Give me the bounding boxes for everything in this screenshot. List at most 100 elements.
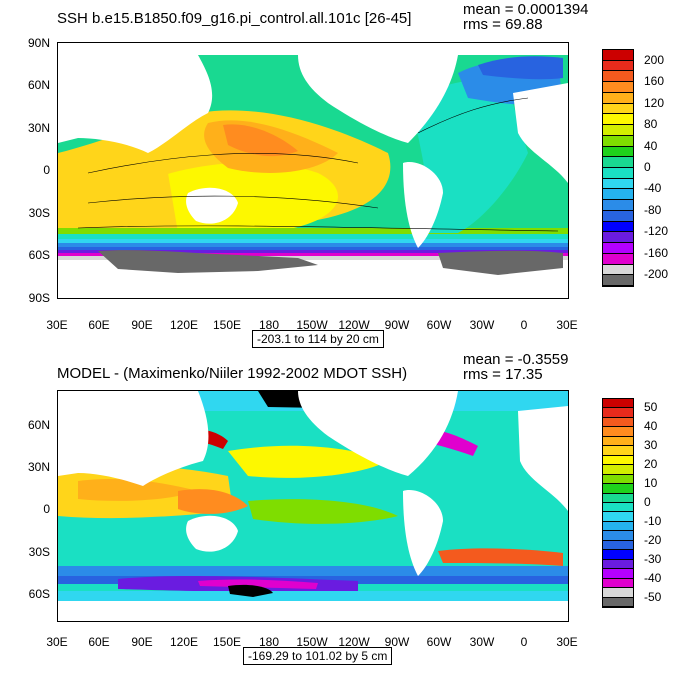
- panel-bottom-lon-label: 60W: [426, 635, 452, 649]
- panel-bottom-lon-label: 150W: [296, 635, 328, 649]
- colorbar-swatch: [603, 455, 633, 466]
- panel-top-lat-label: 30N: [27, 121, 50, 135]
- colorbar-label: -20: [644, 532, 662, 547]
- colorbar-swatch: [603, 60, 633, 72]
- panel-bottom-lon-label: 30W: [469, 635, 495, 649]
- colorbar-swatch: [603, 221, 633, 233]
- colorbar-swatch: [603, 264, 633, 276]
- colorbar-label: 40: [644, 138, 658, 153]
- colorbar-swatch: [603, 189, 633, 201]
- colorbar-swatch: [603, 569, 633, 579]
- colorbar-swatch: [603, 157, 633, 168]
- panel-top-lat-label: 60N: [27, 78, 50, 92]
- colorbar-label: -30: [644, 551, 662, 566]
- panel-top-lat-label: 0: [43, 163, 50, 177]
- colorbar-swatch: [603, 200, 633, 211]
- colorbar-swatch: [603, 540, 633, 551]
- panel-bottom-lon-label: 120E: [169, 635, 199, 649]
- panel-bottom-lat-label: 0: [43, 502, 50, 516]
- colorbar-label: -40: [644, 570, 662, 585]
- colorbar-swatch: [603, 446, 633, 456]
- panel-top-range-label: -203.1 to 114 by 20 cm: [252, 330, 384, 348]
- panel-top-mean: mean = 0.0001394: [463, 1, 589, 18]
- panel-bottom: MODEL - (Maximenko/Niiler 1992-2002 MDOT…: [0, 350, 700, 700]
- colorbar-swatch: [603, 436, 633, 447]
- colorbar-swatch: [603, 512, 633, 522]
- colorbar-label: -10: [644, 513, 662, 528]
- colorbar-label: 160: [644, 74, 665, 89]
- colorbar-swatch: [603, 243, 633, 254]
- panel-top-lon-label: 90W: [384, 318, 410, 332]
- panel-bottom-lon-label: 180: [258, 635, 280, 649]
- panel-top-lat-label: 30S: [28, 206, 50, 220]
- panel-bottom-map-svg: [58, 391, 568, 621]
- colorbar-swatch: [603, 253, 633, 265]
- colorbar-swatch: [603, 531, 633, 541]
- panel-top-title: SSH b.e15.B1850.f09_g16.pi_control.all.1…: [57, 10, 412, 27]
- panel-bottom-lon-label: 0: [520, 635, 528, 649]
- colorbar-swatch: [603, 578, 633, 589]
- panel-top-lon-label: 30E: [46, 318, 68, 332]
- panel-bottom-lat-label: 60S: [28, 587, 50, 601]
- panel-bottom-lon-label: 90E: [131, 635, 153, 649]
- panel-top-lon-label: 150E: [212, 318, 242, 332]
- colorbar-label: 200: [644, 52, 665, 67]
- colorbar-swatch: [603, 427, 633, 437]
- panel-top-lon-label: 120W: [338, 318, 370, 332]
- colorbar-label: 10: [644, 476, 658, 491]
- colorbar-label: 80: [644, 117, 658, 132]
- panel-top-lon-label: 30E: [556, 318, 578, 332]
- colorbar-swatch: [603, 146, 633, 158]
- colorbar-swatch: [603, 503, 633, 513]
- colorbar-label: 30: [644, 438, 658, 453]
- panel-top-lon-label: 30W: [469, 318, 495, 332]
- panel-top-colorbar: [602, 49, 634, 287]
- panel-bottom-range-label: -169.29 to 101.02 by 5 cm: [243, 647, 393, 665]
- panel-bottom-map: [57, 390, 569, 622]
- panel-bottom-lat-label: 30S: [28, 545, 50, 559]
- panel-top-rms: rms = 69.88: [463, 16, 543, 33]
- panel-bottom-title: MODEL - (Maximenko/Niiler 1992-2002 MDOT…: [57, 365, 408, 382]
- panel-top-lat-label: 90N: [27, 36, 50, 50]
- colorbar-swatch: [603, 399, 633, 409]
- panel-bottom-lon-label: 90W: [384, 635, 410, 649]
- colorbar-swatch: [603, 232, 633, 244]
- panel-top-map-svg: [58, 43, 568, 298]
- colorbar-swatch: [603, 493, 633, 503]
- colorbar-swatch: [603, 521, 633, 532]
- colorbar-label: 50: [644, 400, 658, 415]
- colorbar-swatch: [603, 71, 633, 83]
- colorbar-label: 0: [644, 495, 651, 509]
- colorbar-swatch: [603, 597, 633, 607]
- colorbar-label: 120: [644, 95, 665, 110]
- panel-top-lon-label: 60W: [426, 318, 452, 332]
- colorbar-label: -120: [644, 224, 669, 239]
- panel-bottom-lon-label: 120W: [338, 635, 370, 649]
- colorbar-swatch: [603, 559, 633, 570]
- colorbar-label: -80: [644, 202, 662, 217]
- colorbar-swatch: [603, 417, 633, 428]
- panel-top-lat-label: 60S: [28, 248, 50, 262]
- panel-top-lon-label: 0: [520, 318, 528, 332]
- colorbar-label: -40: [644, 181, 662, 196]
- panel-bottom-lon-label: 150E: [212, 635, 242, 649]
- colorbar-swatch: [603, 275, 633, 286]
- colorbar-label: -160: [644, 245, 669, 260]
- colorbar-swatch: [603, 135, 633, 147]
- colorbar-swatch: [603, 114, 633, 126]
- panel-top-lon-label: 180: [258, 318, 280, 332]
- colorbar-label: -50: [644, 589, 662, 604]
- colorbar-swatch: [603, 103, 633, 115]
- colorbar-label: 0: [644, 160, 651, 174]
- panel-top-lon-label: 120E: [169, 318, 199, 332]
- colorbar-swatch: [603, 408, 633, 418]
- panel-bottom-lat-label: 30N: [27, 460, 50, 474]
- panel-top: SSH b.e15.B1850.f09_g16.pi_control.all.1…: [27, 1, 669, 348]
- colorbar-label: 20: [644, 457, 658, 472]
- colorbar-swatch: [603, 588, 633, 598]
- colorbar-swatch: [603, 50, 633, 61]
- panel-top-map: [57, 42, 569, 299]
- panel-top-lon-label: 150W: [296, 318, 328, 332]
- panel-bottom-rms: rms = 17.35: [463, 366, 543, 383]
- colorbar-swatch: [603, 92, 633, 104]
